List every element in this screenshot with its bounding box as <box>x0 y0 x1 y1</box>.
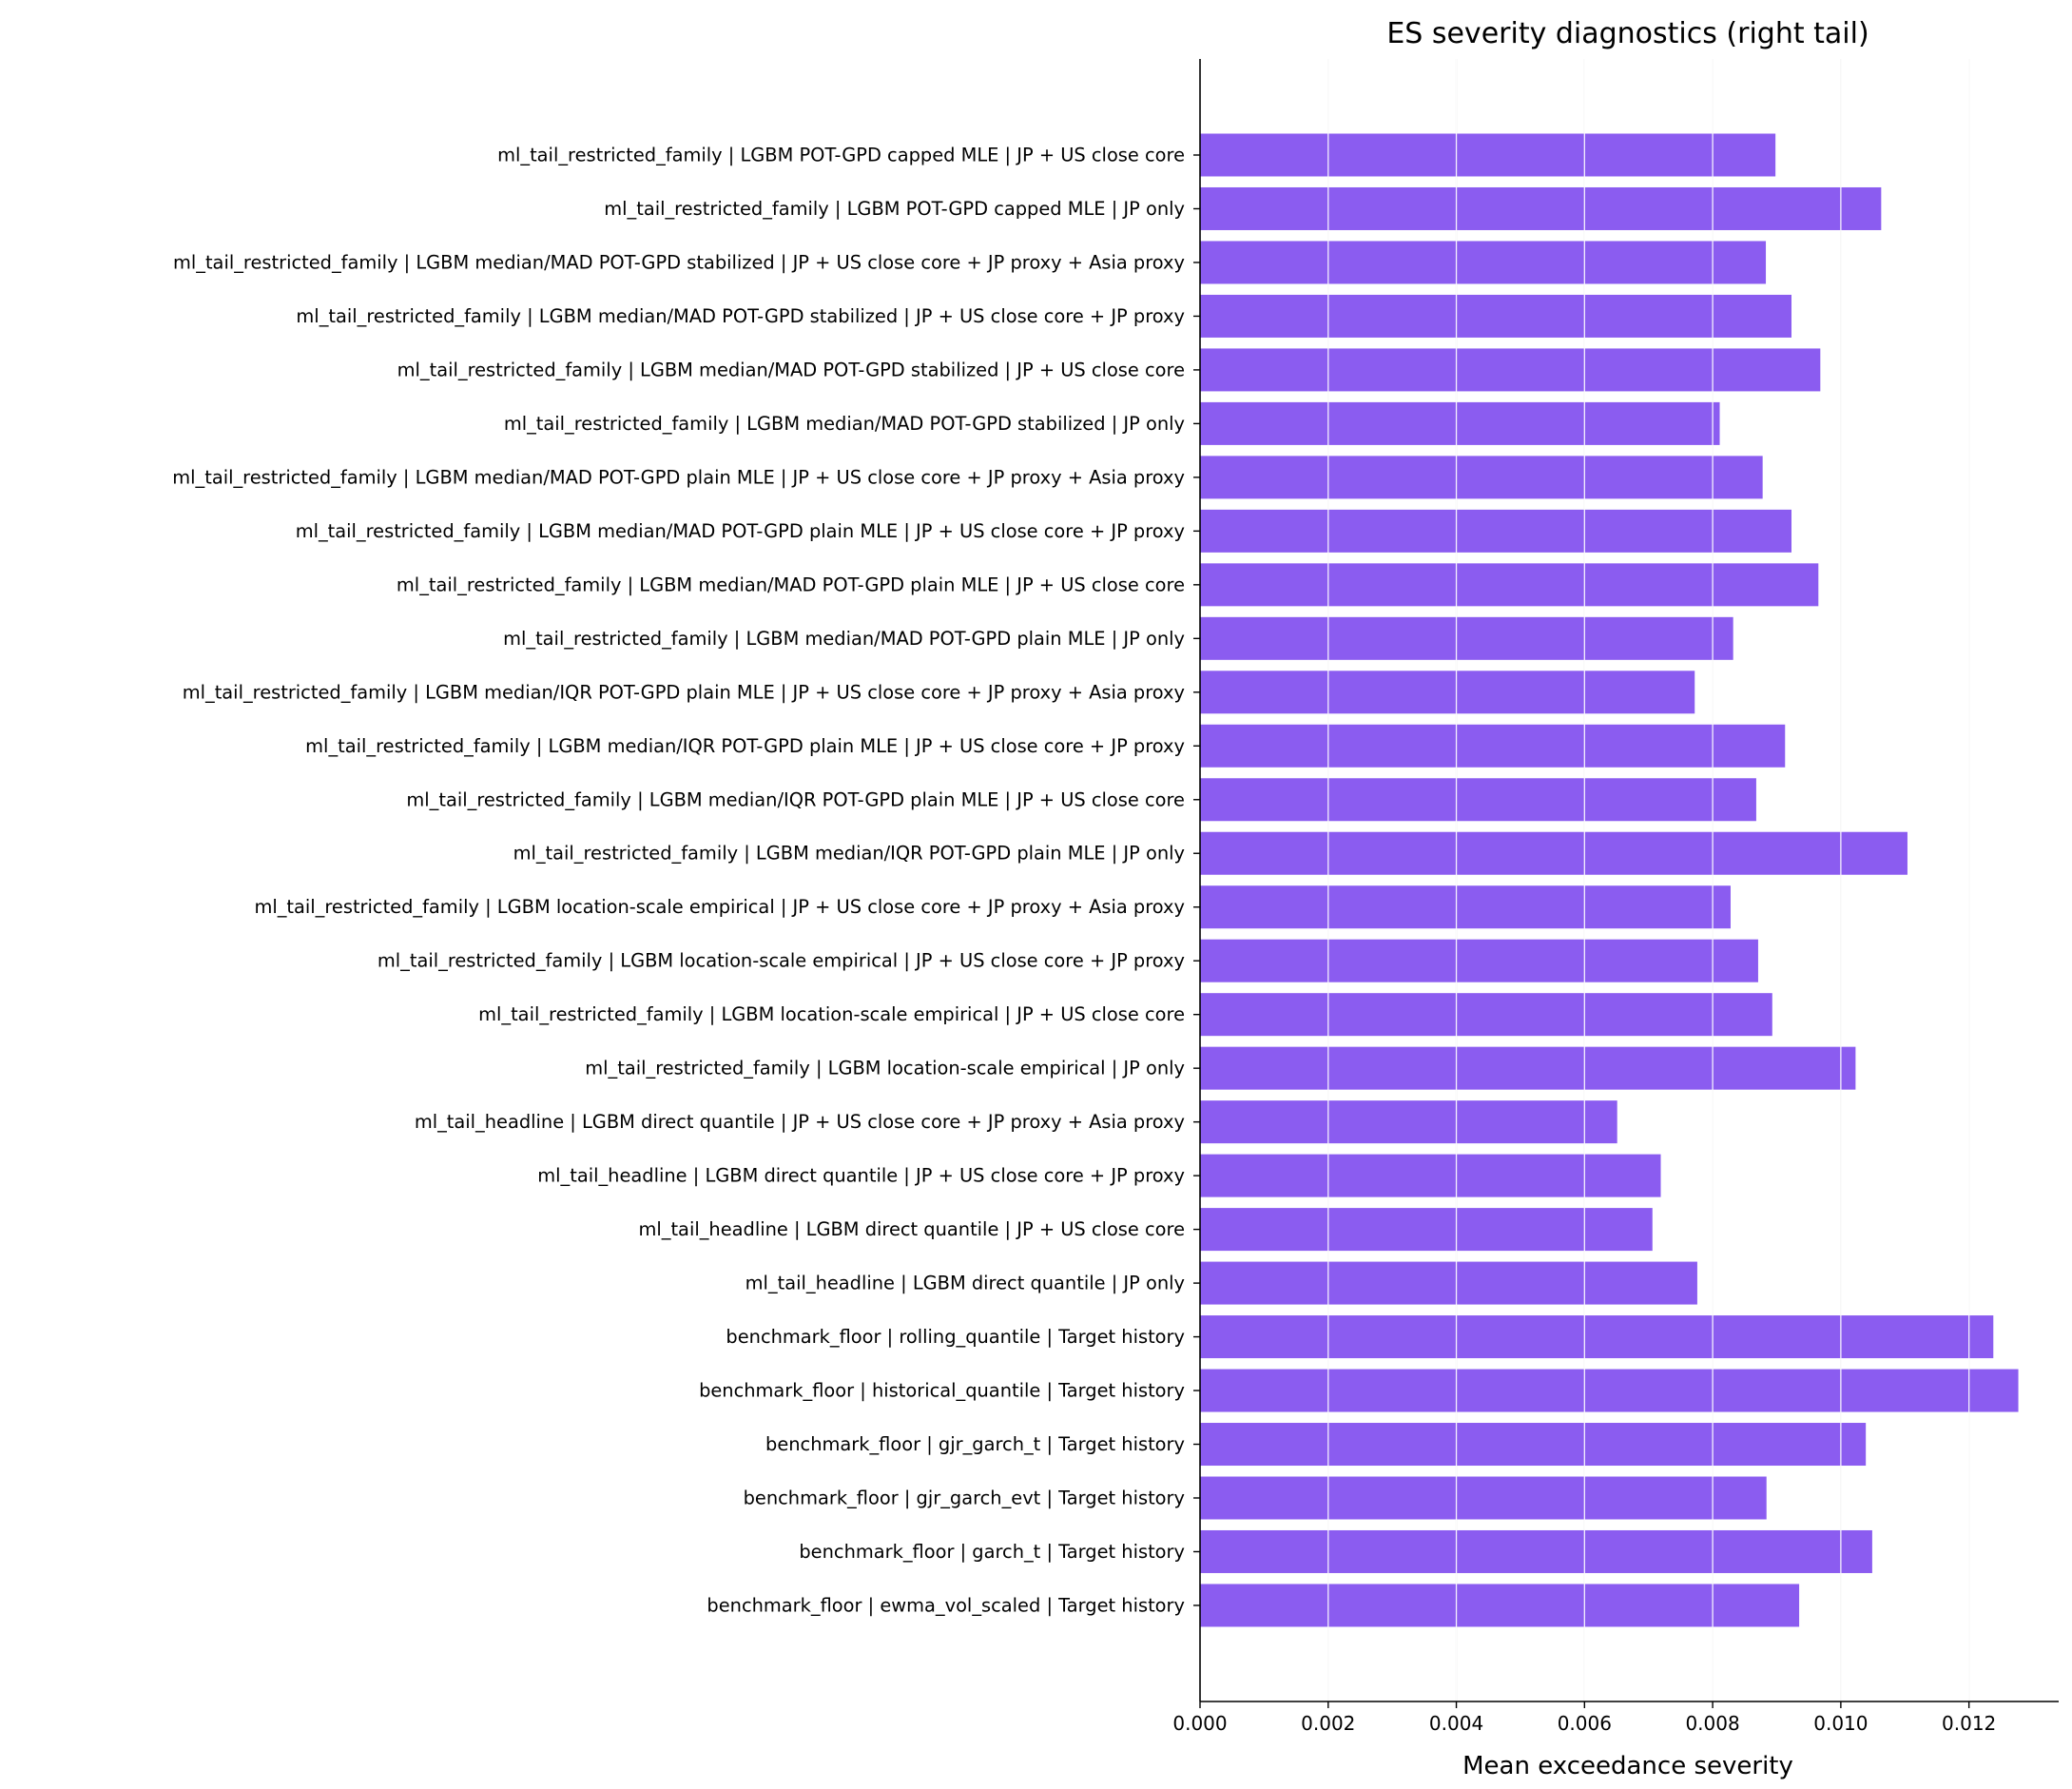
x-tick-label: 0.002 <box>1301 1712 1355 1735</box>
category-label: ml_tail_restricted_family | LGBM POT-GPD… <box>604 198 1185 220</box>
bar <box>1200 509 1791 553</box>
category-label: benchmark_floor | rolling_quantile | Tar… <box>726 1326 1185 1348</box>
bar <box>1200 401 1720 445</box>
bar <box>1200 724 1786 768</box>
bar <box>1200 778 1756 822</box>
bar <box>1200 671 1695 714</box>
chart-title: ES severity diagnostics (right tail) <box>1386 17 1869 50</box>
bar <box>1200 939 1758 982</box>
bar <box>1200 348 1821 392</box>
bar <box>1200 885 1731 929</box>
x-tick-label: 0.000 <box>1172 1712 1227 1735</box>
bar <box>1200 1046 1856 1090</box>
bar <box>1200 1476 1767 1520</box>
category-label: ml_tail_headline | LGBM direct quantile … <box>638 1218 1185 1240</box>
bar <box>1200 1100 1617 1144</box>
category-label: ml_tail_restricted_family | LGBM median/… <box>513 843 1185 865</box>
x-axis-ticks: 0.000 0.002 0.004 0.006 0.008 0.010 0.012 <box>1172 1701 1996 1735</box>
category-label: benchmark_floor | garch_t | Target histo… <box>799 1541 1185 1563</box>
bar <box>1200 456 1763 499</box>
category-label: ml_tail_restricted_family | LGBM median/… <box>397 359 1185 380</box>
category-label: ml_tail_restricted_family | LGBM median/… <box>172 466 1185 488</box>
bar <box>1200 241 1767 284</box>
x-tick-label: 0.008 <box>1685 1712 1739 1735</box>
bar <box>1200 831 1907 875</box>
category-label: ml_tail_restricted_family | LGBM POT-GPD… <box>497 145 1185 166</box>
bar <box>1200 616 1733 660</box>
category-label: ml_tail_restricted_family | LGBM median/… <box>504 413 1185 435</box>
x-tick-label: 0.010 <box>1813 1712 1868 1735</box>
category-labels: ml_tail_restricted_family | LGBM POT-GPD… <box>172 145 1200 1616</box>
grid-lines <box>1327 59 1970 1701</box>
bar <box>1200 294 1791 338</box>
bar <box>1200 1208 1653 1252</box>
category-label: benchmark_floor | historical_quantile | … <box>699 1380 1185 1402</box>
category-label: benchmark_floor | gjr_garch_evt | Target… <box>744 1488 1185 1509</box>
category-label: ml_tail_restricted_family | LGBM median/… <box>305 735 1185 757</box>
category-label: ml_tail_restricted_family | LGBM median/… <box>296 305 1185 327</box>
category-label: ml_tail_restricted_family | LGBM median/… <box>173 251 1185 273</box>
category-label: ml_tail_restricted_family | LGBM locatio… <box>378 950 1185 972</box>
bar <box>1200 186 1882 230</box>
category-label: ml_tail_restricted_family | LGBM median/… <box>406 788 1185 810</box>
category-label: ml_tail_restricted_family | LGBM median/… <box>503 628 1185 650</box>
x-tick-label: 0.006 <box>1558 1712 1612 1735</box>
bar <box>1200 1369 2019 1412</box>
x-tick-label: 0.004 <box>1429 1712 1483 1735</box>
category-label: ml_tail_restricted_family | LGBM locatio… <box>478 1003 1185 1025</box>
bar <box>1200 133 1776 177</box>
category-label: ml_tail_headline | LGBM direct quantile … <box>746 1273 1185 1294</box>
x-tick-label: 0.012 <box>1942 1712 1996 1735</box>
x-axis-title: Mean exceedance severity <box>1462 1752 1793 1780</box>
category-label: ml_tail_restricted_family | LGBM median/… <box>183 681 1185 703</box>
bar <box>1200 1154 1661 1197</box>
category-label: ml_tail_restricted_family | LGBM median/… <box>296 520 1185 542</box>
category-label: benchmark_floor | gjr_garch_t | Target h… <box>765 1433 1185 1455</box>
category-label: ml_tail_restricted_family | LGBM locatio… <box>585 1058 1185 1079</box>
bar <box>1200 1315 1994 1359</box>
bars <box>1200 133 2019 1627</box>
bar <box>1200 993 1772 1037</box>
bar <box>1200 1584 1800 1627</box>
category-label: benchmark_floor | ewma_vol_scaled | Targ… <box>707 1594 1185 1616</box>
category-label: ml_tail_headline | LGBM direct quantile … <box>415 1111 1185 1133</box>
category-label: ml_tail_restricted_family | LGBM median/… <box>397 574 1185 595</box>
bar <box>1200 1529 1872 1573</box>
bar <box>1200 1261 1697 1305</box>
bar <box>1200 1423 1867 1467</box>
bar <box>1200 563 1819 607</box>
category-label: ml_tail_headline | LGBM direct quantile … <box>537 1165 1185 1187</box>
category-label: ml_tail_restricted_family | LGBM locatio… <box>254 896 1185 918</box>
